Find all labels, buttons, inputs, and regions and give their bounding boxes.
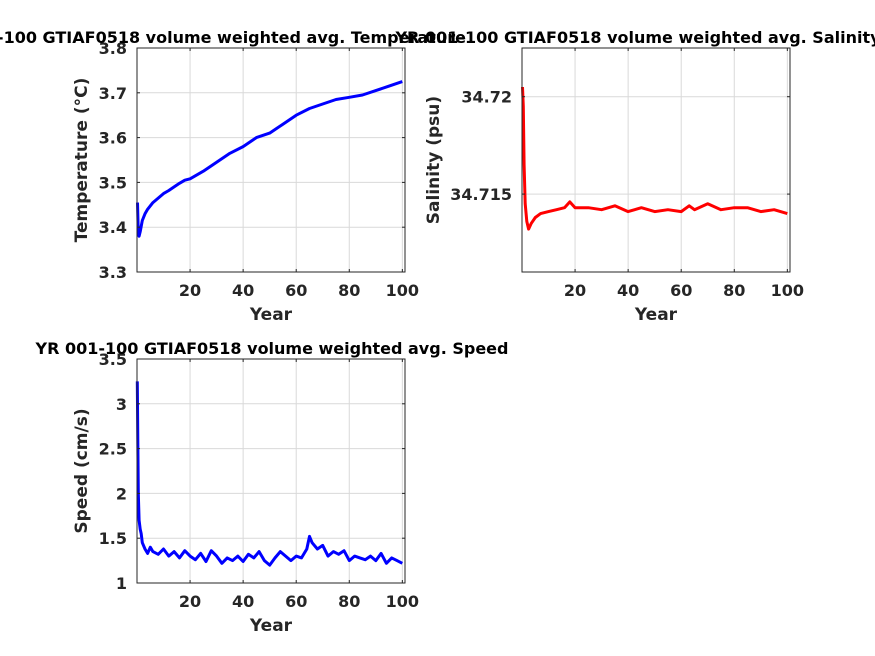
x-tick-label: 40 [232, 592, 254, 611]
y-tick-label: 3.3 [99, 263, 127, 282]
x-tick-label: 80 [338, 281, 360, 300]
y-tick-label: 34.715 [450, 185, 512, 204]
y-tick-label: 3.4 [99, 218, 127, 237]
chart-title: YR 001-100 GTIAF0518 volume weighted avg… [35, 339, 509, 358]
axes-frame [521, 47, 791, 273]
x-tick-label: 40 [232, 281, 254, 300]
plot-area [522, 48, 790, 272]
chart-panel-2: 20 40 60 80 100 34.715 34.72 Year Salinity (psu)… [394, 28, 875, 325]
y-axis-label: Temperature (°C) [72, 78, 92, 243]
y-tick-label: 2.5 [99, 440, 127, 459]
y-tick-label: 3.7 [99, 84, 127, 103]
x-axis-label: Year [249, 305, 293, 325]
y-tick-label: 1 [116, 574, 127, 593]
x-tick-label: 40 [617, 281, 639, 300]
chart-title: YR 001-100 GTIAF0518 volume weighted avg… [394, 28, 875, 47]
plot-area [137, 48, 405, 272]
y-tick-label: 3.5 [99, 173, 127, 192]
y-tick-label: 1.5 [99, 529, 127, 548]
series-line-1 [135, 381, 403, 567]
x-axis-label: Year [634, 305, 678, 325]
y-tick-label: 3.5 [99, 350, 127, 369]
x-tick-label: 100 [386, 281, 419, 300]
chart-panel-3: 20 40 60 80 100 1 1.5 2 2.5 3 3.5 Year Speed (cm/s) Y… [35, 339, 509, 636]
series-line-1 [136, 80, 403, 238]
y-tick-label: 3 [116, 395, 127, 414]
chart-title: YR 001-100 GTIAF0518 volume weighted avg… [0, 28, 466, 47]
x-tick-label: 100 [771, 281, 804, 300]
y-tick-label: 3.6 [99, 129, 127, 148]
y-tick-label: 3.8 [99, 39, 127, 58]
y-axis-label: Speed (cm/s) [72, 408, 92, 533]
x-axis-label: Year [249, 616, 293, 636]
y-axis-label: Salinity (psu) [424, 96, 444, 224]
axes-frame [136, 47, 406, 273]
x-tick-label: 60 [285, 592, 307, 611]
x-tick-label: 20 [564, 281, 586, 300]
x-tick-label: 100 [386, 592, 419, 611]
x-tick-label: 60 [285, 281, 307, 300]
series-line-1 [521, 86, 788, 231]
x-tick-label: 60 [670, 281, 692, 300]
axes-frame [136, 358, 406, 584]
y-tick-label: 34.72 [461, 88, 512, 107]
plot-area [137, 359, 405, 583]
x-tick-label: 80 [723, 281, 745, 300]
y-tick-label: 2 [116, 484, 127, 503]
x-tick-label: 80 [338, 592, 360, 611]
x-tick-label: 20 [179, 281, 201, 300]
x-tick-label: 20 [179, 592, 201, 611]
chart-panel-1: 20 40 60 80 100 3.3 3.4 3.5 3.6 3.7 3.8 Year Tempera… [0, 28, 466, 325]
